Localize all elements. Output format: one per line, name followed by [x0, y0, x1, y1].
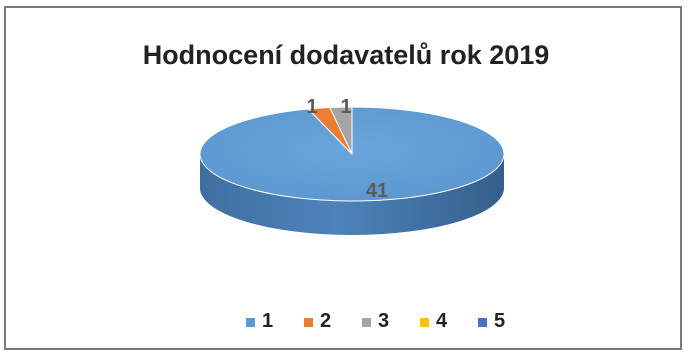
data-label-2: 1 — [306, 96, 317, 118]
legend: 1 2 3 4 5 — [246, 310, 505, 332]
legend-item-1: 1 — [246, 310, 273, 332]
legend-swatch-4 — [420, 318, 429, 327]
data-label-1: 41 — [366, 180, 388, 202]
legend-label-1: 1 — [262, 310, 273, 332]
legend-item-5: 5 — [478, 310, 505, 332]
legend-label-5: 5 — [494, 310, 505, 332]
pie-side-wall — [200, 154, 504, 235]
pie-group — [199, 106, 505, 235]
legend-swatch-3 — [362, 318, 371, 327]
legend-swatch-2 — [304, 318, 313, 327]
legend-item-4: 4 — [420, 310, 448, 332]
legend-label-2: 2 — [320, 310, 331, 332]
pie-slice-3 — [329, 106, 353, 155]
chart-title: Hodnocení dodavatelů rok 2019 — [143, 40, 550, 70]
data-label-3: 1 — [340, 96, 351, 118]
legend-item-2: 2 — [304, 310, 331, 332]
legend-swatch-5 — [478, 318, 487, 327]
legend-label-4: 4 — [436, 310, 448, 332]
legend-item-3: 3 — [362, 310, 389, 332]
data-labels: 41 1 1 — [306, 96, 388, 202]
legend-label-3: 3 — [378, 310, 389, 332]
legend-swatch-1 — [246, 318, 255, 327]
